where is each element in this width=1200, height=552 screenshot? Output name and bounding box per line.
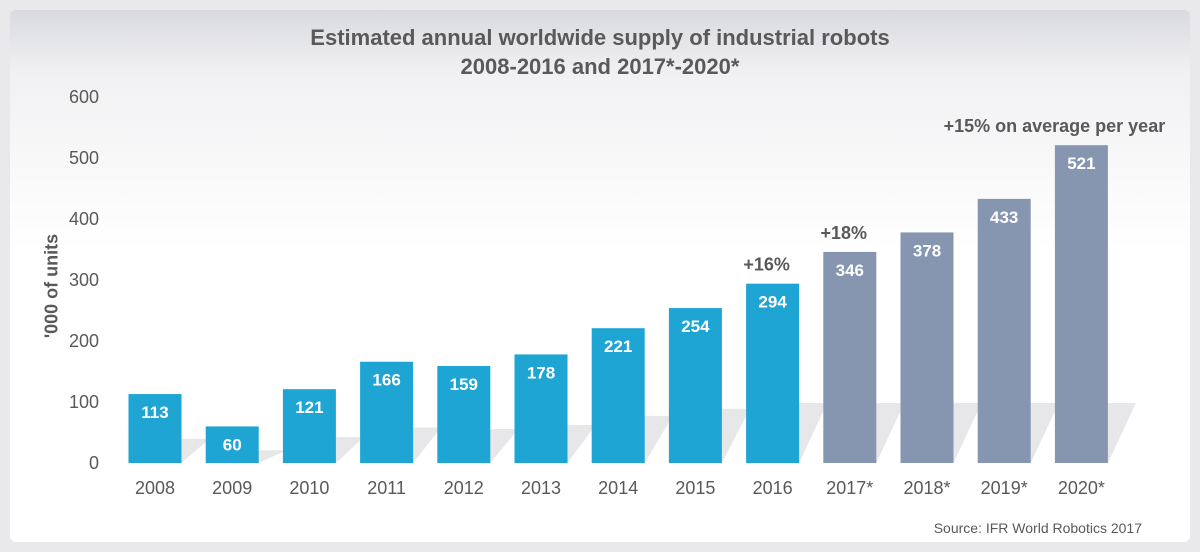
bar-value-label: 346 <box>836 261 864 280</box>
x-tick-label: 2019* <box>981 478 1028 498</box>
chart-title: Estimated annual worldwide supply of ind… <box>310 25 890 50</box>
growth-annotation: +16% <box>743 255 790 275</box>
y-tick-label: 500 <box>69 148 99 168</box>
bar-value-label: 521 <box>1067 154 1095 173</box>
x-tick-label: 2016 <box>753 478 793 498</box>
bar-value-label: 113 <box>141 403 168 422</box>
bar-value-label: 378 <box>913 241 941 260</box>
bar-value-label: 60 <box>223 435 242 454</box>
bar-value-label: 294 <box>758 293 787 312</box>
bar-2013 <box>514 354 568 463</box>
bar-2012 <box>437 366 491 463</box>
bar-2014 <box>591 328 645 463</box>
x-tick-label: 2008 <box>135 478 175 498</box>
x-tick-label: 2015 <box>675 478 715 498</box>
x-tick-label: 2017* <box>826 478 873 498</box>
y-tick-label: 200 <box>69 331 99 351</box>
source-note: Source: IFR World Robotics 2017 <box>933 520 1142 536</box>
bar-value-label: 121 <box>295 398 323 417</box>
bar-value-label: 159 <box>450 375 478 394</box>
growth-annotation: +18% <box>821 223 868 243</box>
bar-value-label: 433 <box>990 208 1018 227</box>
x-tick-label: 2012 <box>444 478 484 498</box>
bar-2019-forecast <box>977 198 1031 463</box>
bar-value-label: 254 <box>681 317 710 336</box>
bar-2010 <box>282 389 336 463</box>
growth-annotation: +15% on average per year <box>944 116 1166 136</box>
x-tick-label: 2013 <box>521 478 561 498</box>
bar-2017-forecast <box>823 251 877 463</box>
bar-value-label: 166 <box>372 371 400 390</box>
x-tick-label: 2014 <box>598 478 638 498</box>
y-tick-label: 0 <box>89 453 99 473</box>
bar-2011 <box>360 361 414 463</box>
bar-2018-forecast <box>900 232 954 463</box>
bar-value-label: 221 <box>604 337 632 356</box>
x-tick-label: 2009 <box>212 478 252 498</box>
chart-subtitle: 2008-2016 and 2017*-2020* <box>460 54 740 79</box>
y-tick-label: 100 <box>69 392 99 412</box>
bar-2015 <box>668 308 722 463</box>
x-tick-label: 2020* <box>1058 478 1105 498</box>
y-tick-label: 600 <box>69 87 99 107</box>
x-tick-label: 2011 <box>367 478 406 498</box>
bar-value-label: 178 <box>527 363 555 382</box>
x-tick-label: 2010 <box>289 478 329 498</box>
bar-2020-forecast <box>1054 145 1108 463</box>
x-tick-label: 2018* <box>903 478 950 498</box>
y-tick-label: 400 <box>69 209 99 229</box>
bar-2008 <box>128 394 182 463</box>
y-tick-label: 300 <box>69 270 99 290</box>
bar-2009 <box>205 426 259 463</box>
bar-2016 <box>746 283 800 463</box>
